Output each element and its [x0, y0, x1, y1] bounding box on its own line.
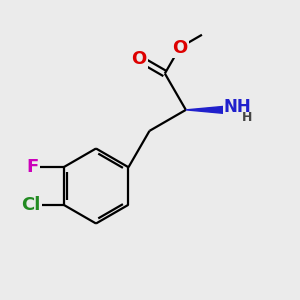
Text: H: H [242, 111, 252, 124]
Text: Cl: Cl [21, 196, 41, 214]
Text: O: O [172, 38, 188, 56]
Text: F: F [27, 158, 39, 176]
Text: NH: NH [224, 98, 251, 116]
Text: O: O [131, 50, 146, 68]
Polygon shape [186, 106, 225, 113]
